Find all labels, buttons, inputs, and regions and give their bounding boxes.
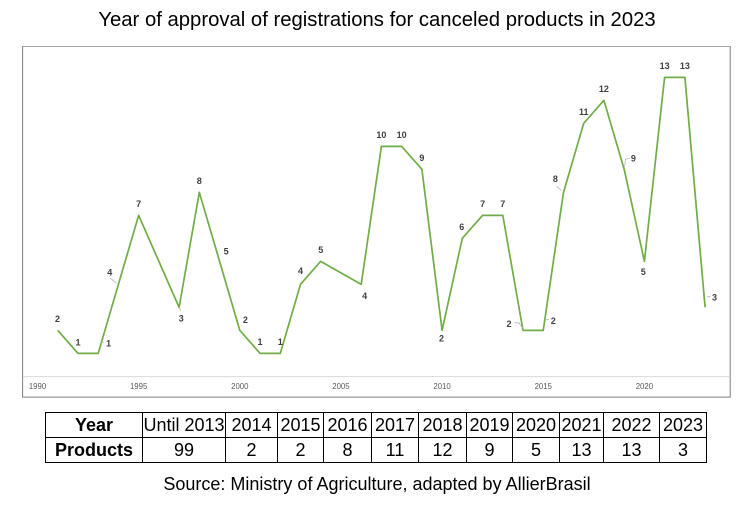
svg-text:2: 2 xyxy=(551,316,556,326)
svg-text:4: 4 xyxy=(107,268,112,278)
svg-text:8: 8 xyxy=(553,174,558,184)
svg-text:1: 1 xyxy=(257,337,262,347)
svg-text:6: 6 xyxy=(459,222,464,232)
svg-text:10: 10 xyxy=(376,130,386,140)
svg-text:11: 11 xyxy=(579,107,589,117)
svg-text:7: 7 xyxy=(136,199,141,209)
svg-text:13: 13 xyxy=(660,61,670,71)
svg-text:2020: 2020 xyxy=(636,382,654,391)
svg-text:2015: 2015 xyxy=(535,382,553,391)
svg-text:5: 5 xyxy=(318,245,323,255)
svg-text:9: 9 xyxy=(631,154,636,164)
svg-text:8: 8 xyxy=(197,176,202,186)
svg-text:4: 4 xyxy=(362,291,367,301)
svg-text:2005: 2005 xyxy=(332,382,350,391)
svg-text:7: 7 xyxy=(500,199,505,209)
svg-text:12: 12 xyxy=(599,84,609,94)
svg-text:2000: 2000 xyxy=(231,382,249,391)
svg-text:1995: 1995 xyxy=(130,382,148,391)
svg-text:4: 4 xyxy=(298,266,303,276)
svg-text:5: 5 xyxy=(641,267,646,277)
svg-text:13: 13 xyxy=(680,61,690,71)
svg-text:7: 7 xyxy=(480,199,485,209)
svg-text:1990: 1990 xyxy=(29,382,47,391)
svg-text:2: 2 xyxy=(439,333,444,343)
svg-text:3: 3 xyxy=(712,293,717,303)
svg-text:1: 1 xyxy=(278,337,283,347)
svg-text:9: 9 xyxy=(419,153,424,163)
svg-text:5: 5 xyxy=(224,246,229,256)
svg-text:2: 2 xyxy=(243,315,248,325)
svg-text:1: 1 xyxy=(75,338,80,348)
svg-text:2: 2 xyxy=(506,319,511,329)
svg-text:1: 1 xyxy=(106,339,111,349)
svg-text:10: 10 xyxy=(397,130,407,140)
svg-text:2: 2 xyxy=(55,314,60,324)
svg-text:2010: 2010 xyxy=(433,382,451,391)
svg-text:3: 3 xyxy=(179,314,184,324)
